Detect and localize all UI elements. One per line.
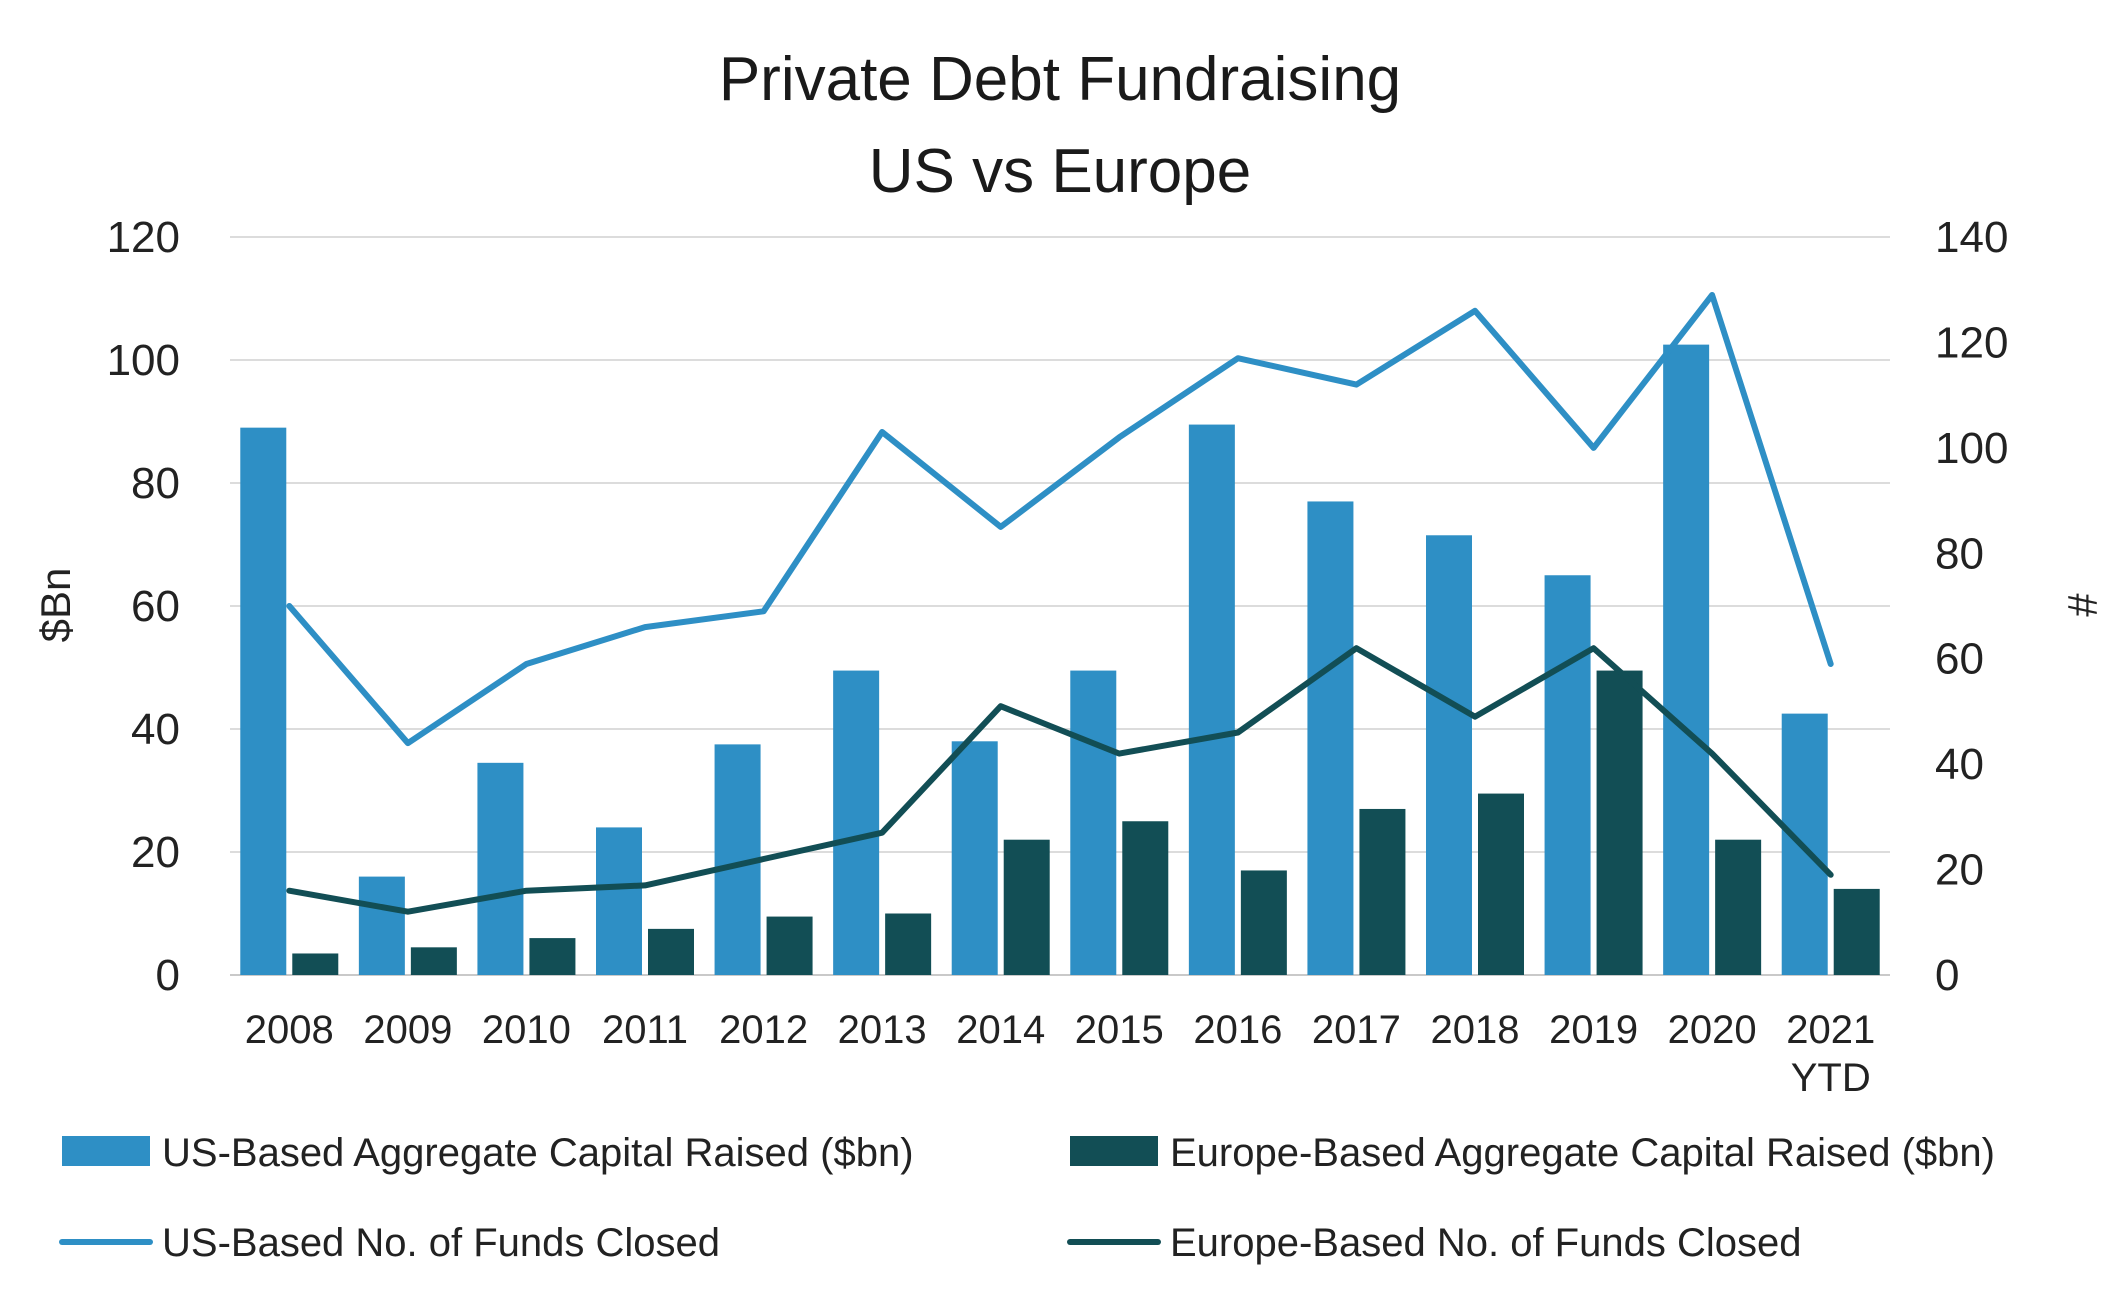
europe-based-aggregate-capital-raised-bn-bar [1003, 839, 1050, 975]
us-based-aggregate-capital-raised-bn-bar [1426, 535, 1472, 975]
us-based-aggregate-capital-raised-bn-bar [477, 762, 524, 975]
y-tick-label: 120 [107, 213, 180, 262]
y2-tick-label: 100 [1935, 424, 2008, 473]
y-tick-label: 80 [131, 459, 180, 508]
y2-tick-label: 40 [1935, 740, 1984, 789]
europe-based-aggregate-capital-raised-bn-bar [410, 947, 457, 975]
x-tick-label: 2015 [1075, 1008, 1164, 1052]
europe-based-no-of-funds-closed-legend-label: Europe-Based No. of Funds Closed [1170, 1221, 1801, 1265]
europe-based-aggregate-capital-raised-bn-bar [1833, 888, 1880, 975]
us-based-aggregate-capital-raised-bn-bar [833, 670, 880, 975]
chart-title: Private Debt Fundraising [719, 45, 1401, 114]
us-based-aggregate-capital-raised-bn-bar [1070, 670, 1117, 975]
legend: US-Based Aggregate Capital Raised ($bn) E… [59, 1131, 1995, 1265]
x-tick-label: 2012 [719, 1008, 808, 1052]
y2-tick-label: 60 [1935, 635, 1984, 684]
y-tick-label: 20 [131, 828, 180, 877]
x-tick-label: 2018 [1431, 1008, 1520, 1052]
us-based-aggregate-capital-raised-bn-bar [358, 876, 405, 975]
us-based-no-of-funds-closed-legend-label: US-Based No. of Funds Closed [162, 1221, 720, 1265]
us-based-aggregate-capital-raised-bn-bar [1663, 344, 1710, 975]
europe-based-aggregate-capital-raised-bn-bar [648, 928, 694, 975]
x-tick-label: 2008 [245, 1008, 334, 1052]
europe-based-aggregate-capital-raised-bn-bar [1359, 808, 1406, 975]
y2-tick-label: 80 [1935, 529, 1984, 578]
x-tick-label: 2016 [1193, 1008, 1282, 1052]
europe-based-aggregate-capital-raised-bn-bar [885, 913, 932, 975]
europe-based-aggregate-capital-raised-bn-bar [1596, 670, 1643, 975]
y2-tick-label: 140 [1935, 213, 2008, 262]
us-based-no-of-funds-closed-line [286, 292, 1834, 747]
x-axis-ticks: 2008 2009 2010 2011 2012 2013 2014 2015 2016 2017… [245, 1008, 1875, 1100]
x-tick-label: 2017 [1312, 1008, 1401, 1052]
x-tick-label: 2010 [482, 1008, 571, 1052]
y-tick-label: 40 [131, 705, 180, 754]
europe-based-no-of-funds-closed-line [286, 645, 1834, 915]
europe-based-aggregate-capital-raised-bn-legend-label: Europe-Based Aggregate Capital Raised ($… [1170, 1131, 1995, 1175]
x-tick-label: 2019 [1549, 1008, 1638, 1052]
x-tick-label: 2013 [838, 1008, 927, 1052]
europe-based-aggregate-capital-raised-bn-legend-swatch [1070, 1136, 1158, 1166]
x-tick-label: 2020 [1668, 1008, 1757, 1052]
europe-based-aggregate-capital-raised-bn-bar [529, 938, 576, 975]
us-based-aggregate-capital-raised-bn-bar [951, 741, 998, 975]
x-tick-label: 2014 [956, 1008, 1045, 1052]
europe-based-aggregate-capital-raised-bn-bar [1478, 793, 1524, 975]
y-axis-ticks: 0 20 40 60 80 100 120 [107, 213, 180, 1000]
us-based-aggregate-capital-raised-bn-bar [1188, 424, 1235, 975]
europe-based-aggregate-capital-raised-bn-bar [766, 916, 813, 975]
y2-axis-ticks: 0 20 40 60 80 100 120 140 [1935, 213, 2008, 1000]
x-tick-label: 2011 [602, 1008, 688, 1052]
lines [286, 292, 1834, 915]
us-based-aggregate-capital-raised-bn-bar [1544, 575, 1591, 975]
y2-tick-label: 0 [1935, 951, 1959, 1000]
us-based-aggregate-capital-raised-bn-bar [240, 427, 287, 975]
y-tick-label: 60 [131, 582, 180, 631]
x-tick-label: 2021 YTD [1786, 1008, 1875, 1100]
us-based-aggregate-capital-raised-bn-bar [596, 827, 642, 975]
y2-tick-label: 120 [1935, 318, 2008, 367]
x-tick-label: 2009 [363, 1008, 452, 1052]
y-tick-label: 0 [156, 951, 180, 1000]
us-based-aggregate-capital-raised-bn-bar [1307, 501, 1354, 975]
europe-based-aggregate-capital-raised-bn-bar [1240, 870, 1287, 975]
y2-axis-label: # [2059, 593, 2103, 617]
y2-tick-label: 20 [1935, 846, 1984, 895]
us-based-aggregate-capital-raised-bn-legend-swatch [62, 1136, 150, 1166]
europe-based-aggregate-capital-raised-bn-bar [1715, 839, 1762, 975]
bars [240, 344, 1880, 975]
europe-based-aggregate-capital-raised-bn-bar [292, 953, 339, 975]
y-tick-label: 100 [107, 336, 180, 385]
chart-subtitle: US vs Europe [869, 137, 1252, 206]
us-based-aggregate-capital-raised-bn-legend-label: US-Based Aggregate Capital Raised ($bn) [162, 1131, 914, 1175]
y-axis-label: $Bn [32, 568, 79, 643]
europe-based-aggregate-capital-raised-bn-bar [1122, 821, 1169, 975]
